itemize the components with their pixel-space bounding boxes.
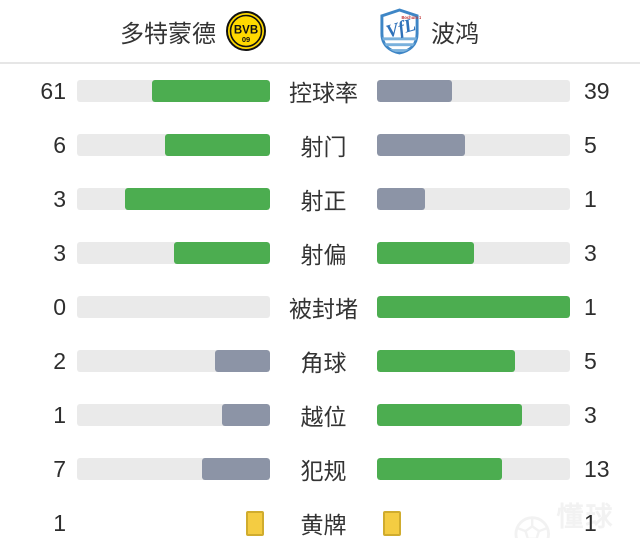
away-bar-track bbox=[377, 350, 570, 372]
away-bar-track bbox=[377, 80, 570, 102]
home-stat-value: 3 bbox=[53, 185, 66, 212]
stat-row-corners: 2 角球 5 bbox=[0, 334, 640, 388]
home-stat-value: 7 bbox=[53, 455, 66, 482]
home-stat-value: 1 bbox=[53, 509, 66, 536]
stat-label: 犯规 bbox=[300, 458, 347, 484]
stat-row-offsides: 1 越位 3 bbox=[0, 388, 640, 442]
stat-label: 角球 bbox=[300, 350, 347, 376]
away-bar-fill bbox=[377, 188, 426, 210]
home-card-area bbox=[77, 510, 270, 536]
home-stat-value: 6 bbox=[53, 131, 66, 158]
stat-row-yellow-cards: 1 黄牌 1 bbox=[0, 496, 640, 538]
stat-label: 射门 bbox=[300, 134, 347, 160]
away-bar-fill bbox=[377, 242, 474, 264]
svg-text:BVB: BVB bbox=[234, 25, 258, 37]
match-header: 多特蒙德 BVB 09 Vf bbox=[0, 0, 640, 64]
home-bar-fill bbox=[164, 134, 270, 156]
away-bar-track bbox=[377, 404, 570, 426]
away-bar-track bbox=[377, 188, 570, 210]
stat-row-shots-on-target: 3 射正 1 bbox=[0, 172, 640, 226]
home-team-logo-bvb-icon: BVB 09 bbox=[226, 11, 266, 51]
away-stat-value: 13 bbox=[584, 455, 610, 482]
stat-label: 被封堵 bbox=[289, 296, 358, 322]
away-bar-fill bbox=[377, 350, 515, 372]
stat-row-shots: 6 射门 5 bbox=[0, 118, 640, 172]
stat-label: 越位 bbox=[300, 404, 347, 430]
stat-row-possession: 61 控球率 39 bbox=[0, 64, 640, 118]
away-bar-fill bbox=[377, 404, 522, 426]
home-bar-fill bbox=[152, 80, 270, 102]
away-stat-value: 5 bbox=[584, 131, 597, 158]
stats-list: 61 控球率 39 6 射门 5 3 射正 bbox=[0, 64, 640, 538]
home-stat-value: 0 bbox=[53, 293, 66, 320]
away-team[interactable]: VfL Bochum 1848 波鸿 bbox=[320, 0, 640, 62]
home-bar-track bbox=[77, 134, 270, 156]
away-bar-track bbox=[377, 134, 570, 156]
yellow-card-icon bbox=[383, 510, 401, 536]
away-bar-track bbox=[377, 242, 570, 264]
home-bar-track bbox=[77, 80, 270, 102]
away-bar-fill bbox=[377, 296, 570, 318]
home-bar-track bbox=[77, 458, 270, 480]
home-bar-fill bbox=[221, 404, 270, 426]
away-stat-value: 5 bbox=[584, 347, 597, 374]
away-bar-fill bbox=[377, 80, 453, 102]
away-stat-value: 1 bbox=[584, 185, 597, 212]
away-stat-value: 39 bbox=[584, 77, 610, 104]
home-bar-fill bbox=[214, 350, 270, 372]
home-stat-value: 61 bbox=[40, 77, 66, 104]
yellow-card-icon bbox=[246, 510, 264, 536]
stat-label: 射正 bbox=[300, 188, 347, 214]
svg-text:Bochum 1848: Bochum 1848 bbox=[401, 14, 421, 19]
stat-label: 射偏 bbox=[300, 242, 347, 268]
away-stat-value: 1 bbox=[584, 293, 597, 320]
home-team[interactable]: 多特蒙德 BVB 09 bbox=[0, 0, 320, 62]
away-bar-fill bbox=[377, 458, 503, 480]
away-team-name: 波鸿 bbox=[431, 20, 479, 48]
away-stat-value: 3 bbox=[584, 401, 597, 428]
stat-row-blocked: 0 被封堵 1 bbox=[0, 280, 640, 334]
away-card-area bbox=[377, 510, 570, 536]
home-team-name: 多特蒙德 bbox=[120, 20, 216, 48]
stat-row-shots-off-target: 3 射偏 3 bbox=[0, 226, 640, 280]
away-bar-fill bbox=[377, 134, 465, 156]
away-bar-track bbox=[377, 296, 570, 318]
home-bar-fill bbox=[173, 242, 270, 264]
home-bar-fill bbox=[125, 188, 270, 210]
away-stat-value: 3 bbox=[584, 239, 597, 266]
home-stat-value: 3 bbox=[53, 239, 66, 266]
stat-row-fouls: 7 犯规 13 bbox=[0, 442, 640, 496]
svg-text:09: 09 bbox=[242, 35, 250, 44]
stat-label: 控球率 bbox=[289, 80, 358, 106]
away-team-logo-vfl-icon: VfL Bochum 1848 bbox=[380, 7, 421, 54]
home-bar-track bbox=[77, 296, 270, 318]
home-stat-value: 2 bbox=[53, 347, 66, 374]
home-bar-track bbox=[77, 242, 270, 264]
home-bar-fill bbox=[202, 458, 270, 480]
away-bar-track bbox=[377, 458, 570, 480]
away-stat-value: 1 bbox=[584, 509, 597, 536]
home-bar-track bbox=[77, 188, 270, 210]
stat-label: 黄牌 bbox=[300, 512, 347, 538]
home-bar-track bbox=[77, 404, 270, 426]
home-stat-value: 1 bbox=[53, 401, 66, 428]
home-bar-track bbox=[77, 350, 270, 372]
